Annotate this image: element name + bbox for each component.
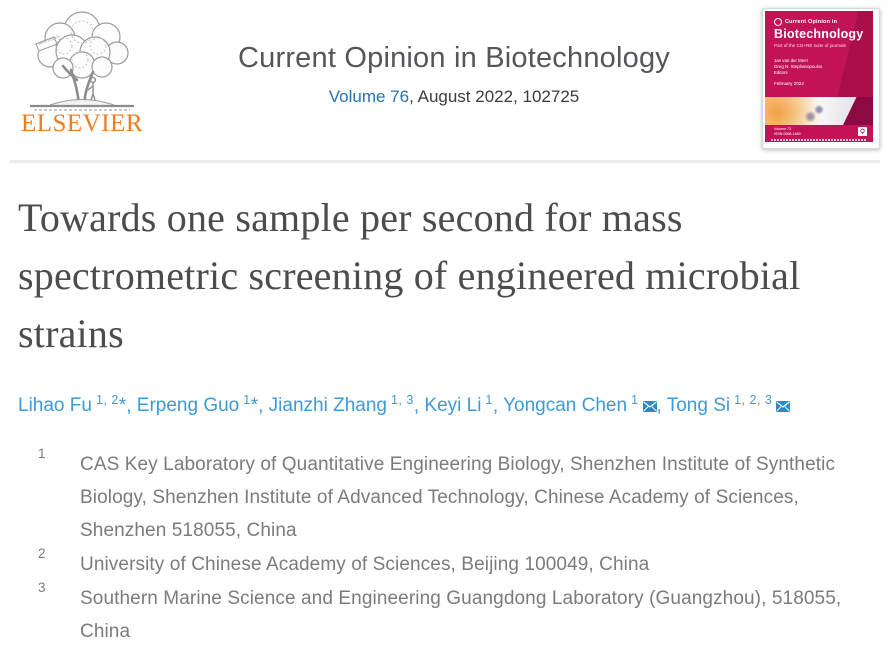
affiliation-text: CAS Key Laboratory of Quantitative Engin… (80, 454, 836, 542)
author-superscript: 1 (243, 393, 251, 407)
cover-elsevier-mark-icon (858, 127, 867, 136)
volume-link[interactable]: Volume 76 (328, 87, 410, 106)
author-superscript: 1 (485, 393, 493, 407)
affiliation-superscript: 2 (38, 546, 46, 562)
article-title: Towards one sample per second for mass s… (18, 195, 801, 356)
affiliation-list: 1 CAS Key Laboratory of Quantitative Engi… (38, 446, 870, 648)
author-link[interactable]: Tong Si 1, 2, 3 (667, 393, 791, 418)
author-link[interactable]: Jianzhi Zhang 1, 3 (268, 393, 414, 417)
author-separator: , (258, 395, 269, 417)
author-link[interactable]: Yongcan Chen 1 (503, 393, 657, 418)
cover-brand-row: Current Opinion in (774, 18, 837, 26)
author-separator: , (656, 395, 667, 417)
elsevier-wordmark: ELSEVIER (20, 110, 144, 137)
affiliation-item: 2 University of Chinese Academy of Scienc… (38, 546, 870, 581)
cover-brand-small: Current Opinion in (785, 19, 838, 25)
equal-contribution-star: * (118, 395, 127, 417)
author-link[interactable]: Erpeng Guo 1* (136, 393, 259, 417)
affiliation-text: Southern Marine Science and Engineering … (80, 588, 842, 643)
envelope-icon (776, 396, 791, 418)
cover-title: Biotechnology (774, 27, 864, 41)
author-separator: , (126, 395, 137, 417)
equal-contribution-star: * (250, 395, 259, 417)
author-separator: , (413, 395, 425, 417)
issue-line: Volume 76, August 2022, 102725 (146, 87, 762, 107)
cover-shade (835, 11, 873, 103)
cover-date: February 2022 (774, 81, 804, 86)
author-separator: , (492, 395, 504, 417)
cover-tagline: Part of the CO+RE suite of journals (774, 43, 846, 48)
cover-footer: Volume 73 ISSN 0958-1669 (765, 125, 873, 142)
envelope-icon (642, 396, 657, 418)
journal-title: Current Opinion in Biotechnology (238, 42, 670, 74)
author-superscript: 1 (631, 393, 639, 407)
cover-photo-band (765, 97, 873, 125)
header-divider (10, 160, 880, 163)
journal-head: Current Opinion in Biotechnology Volume … (146, 8, 762, 107)
journal-banner: NON SOLUS ELSEVIER Current Opinion in Bi… (0, 0, 890, 152)
cover-microtext-line (771, 138, 867, 141)
cover-logo-icon (774, 18, 782, 26)
cover-editors: Jan van der Meer Greg N. Stephanopoulos … (774, 58, 823, 75)
author-link[interactable]: Lihao Fu 1, 2* (18, 393, 127, 417)
author-list: Lihao Fu 1, 2*, Erpeng Guo 1*, Jianzhi Zha… (18, 393, 870, 418)
author-superscript: 1, 2 (95, 393, 119, 407)
author-superscript: 1, 3 (390, 393, 414, 407)
cover-volume-issn: Volume 73 ISSN 0958-1669 (774, 127, 801, 136)
affiliation-superscript: 1 (38, 446, 46, 462)
issue-info: , August 2022, 102725 (409, 87, 580, 106)
affiliation-text: University of Chinese Academy of Science… (80, 554, 650, 576)
article-header: Towards one sample per second for mass s… (0, 189, 890, 648)
journal-cover-art: Current Opinion in Biotechnology Part of… (765, 11, 873, 142)
cover-photo-corner (843, 97, 873, 125)
affiliation-item: 1 CAS Key Laboratory of Quantitative Engi… (38, 446, 870, 547)
author-link[interactable]: Keyi Li 1 (424, 393, 493, 417)
affiliation-superscript: 3 (38, 580, 46, 596)
author-superscript: 1, 2, 3 (734, 393, 773, 407)
affiliation-item: 3 Southern Marine Science and Engineering… (38, 580, 870, 648)
journal-cover-thumbnail[interactable]: Current Opinion in Biotechnology Part of… (762, 8, 880, 149)
elsevier-tree-icon: NON SOLUS (30, 11, 134, 111)
elsevier-logo: NON SOLUS ELSEVIER (18, 8, 146, 138)
